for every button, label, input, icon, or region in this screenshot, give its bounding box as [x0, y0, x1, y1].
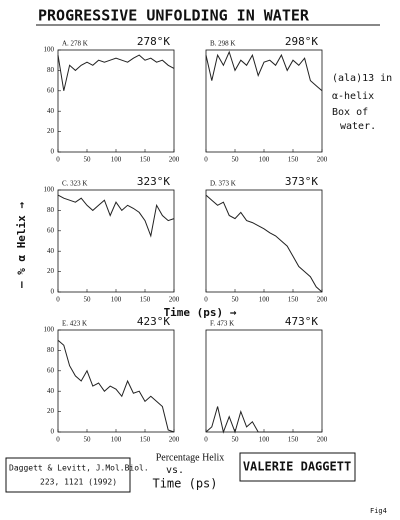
caption: Time (ps)	[152, 477, 217, 491]
x-tick-label: 200	[317, 436, 328, 444]
x-tick-label: 0	[204, 436, 208, 444]
y-tick-label: 0	[51, 428, 55, 436]
x-tick-label: 200	[169, 436, 180, 444]
x-tick-label: 150	[288, 436, 299, 444]
panel: D. 373 K 373°K 0 50 100 150 200	[204, 175, 328, 304]
x-tick-label: 0	[56, 436, 60, 444]
x-tick-label: 50	[84, 296, 92, 304]
note-line: Box of	[332, 107, 368, 118]
x-tick-label: 150	[140, 296, 151, 304]
note-line: water.	[340, 121, 376, 132]
caption: Percentage Helix	[156, 452, 225, 463]
x-tick-label: 50	[232, 156, 240, 164]
y-tick-label: 0	[51, 288, 55, 296]
x-tick-label: 0	[56, 156, 60, 164]
helix-line	[57, 54, 175, 91]
note-line: α-helix	[332, 91, 374, 102]
author-box	[239, 452, 356, 482]
title: PROGRESSIVE UNFOLDING IN WATER	[38, 7, 310, 25]
x-tick-label: 100	[259, 296, 270, 304]
panel-annotation: 323°K	[137, 175, 170, 188]
y-tick-label: 20	[47, 267, 55, 275]
y-tick-label: 100	[44, 326, 55, 334]
x-tick-label: 0	[204, 156, 208, 164]
y-tick-label: 100	[44, 46, 55, 54]
x-tick-label: 200	[169, 296, 180, 304]
y-tick-label: 80	[47, 66, 55, 74]
x-tick-label: 0	[56, 296, 60, 304]
x-tick-label: 50	[232, 296, 240, 304]
panel: B. 298 K 298°K 0 50 100 150 200	[204, 35, 328, 164]
y-tick-label: 80	[47, 346, 55, 354]
y-tick-label: 80	[47, 206, 55, 214]
panel-annotation: 278°K	[137, 35, 170, 48]
panel: A. 278 K 278°K 0 20 40 60 80 100 0 50 100 150 200	[44, 35, 180, 164]
panel: F. 473 K 473°K 0 50 100 150 200	[204, 315, 328, 444]
y-tick-label: 40	[47, 107, 55, 115]
panel: C. 323 K 323°K 0 20 40 60 80 100 0 50 100 150 200	[44, 175, 180, 304]
x-tick-label: 150	[288, 296, 299, 304]
x-tick-label: 100	[259, 156, 270, 164]
y-axis-label: — % α Helix →	[15, 202, 28, 288]
x-tick-label: 150	[140, 156, 151, 164]
y-tick-label: 100	[44, 186, 55, 194]
panel-title: E. 423 K	[62, 320, 87, 328]
x-tick-label: 0	[204, 296, 208, 304]
panel-title: F. 473 K	[210, 320, 234, 328]
panel-title: B. 298 K	[210, 40, 235, 48]
x-tick-label: 150	[140, 436, 151, 444]
plot-frame	[205, 189, 323, 293]
y-tick-label: 60	[47, 86, 55, 94]
author: VALERIE DAGGETT	[243, 460, 351, 474]
panel: E. 423 K 423°K 0 20 40 60 80 100 0 50 100 150 200	[44, 315, 180, 444]
citation-box	[5, 457, 131, 493]
panel-annotation: 373°K	[285, 175, 318, 188]
y-tick-label: 60	[47, 366, 55, 374]
y-tick-label: 0	[51, 148, 55, 156]
x-tick-label: 50	[84, 156, 92, 164]
x-tick-label: 100	[259, 436, 270, 444]
system-note: (ala)13 in α-helix Box of water.	[332, 73, 392, 132]
y-tick-label: 20	[47, 127, 55, 135]
x-tick-label: 200	[317, 156, 328, 164]
panel-annotation: 423°K	[137, 315, 170, 328]
citation: 223, 1121 (1992)	[40, 478, 117, 487]
helix-line	[205, 406, 322, 434]
x-tick-label: 200	[317, 296, 328, 304]
helix-line	[205, 194, 323, 293]
panel-annotation: 298°K	[285, 35, 318, 48]
y-tick-label: 20	[47, 407, 55, 415]
citation: Daggett & Levitt, J.Mol.Biol.	[9, 464, 149, 473]
panel-title: A. 278 K	[62, 40, 88, 48]
y-tick-label: 40	[47, 387, 55, 395]
x-tick-label: 50	[84, 436, 92, 444]
helix-line	[57, 339, 175, 433]
figure-number: Fig4	[370, 507, 387, 515]
panel-title: D. 373 K	[210, 180, 236, 188]
helix-line	[205, 50, 323, 92]
x-tick-label: 100	[111, 156, 122, 164]
x-tick-label: 50	[232, 436, 240, 444]
y-tick-label: 40	[47, 247, 55, 255]
helix-line	[57, 194, 175, 238]
plot-frame	[57, 329, 175, 433]
caption: vs.	[166, 465, 184, 476]
x-tick-label: 100	[111, 296, 122, 304]
note-line: (ala)13 in	[332, 73, 392, 84]
panel-title: C. 323 K	[62, 180, 87, 188]
panel-annotation: 473°K	[285, 315, 318, 328]
x-tick-label: 100	[111, 436, 122, 444]
plot-frame	[205, 329, 323, 433]
x-tick-label: 200	[169, 156, 180, 164]
x-tick-label: 150	[288, 156, 299, 164]
x-axis-label: Time (ps) →	[164, 306, 237, 319]
y-tick-label: 60	[47, 226, 55, 234]
plot-frame	[57, 49, 175, 153]
